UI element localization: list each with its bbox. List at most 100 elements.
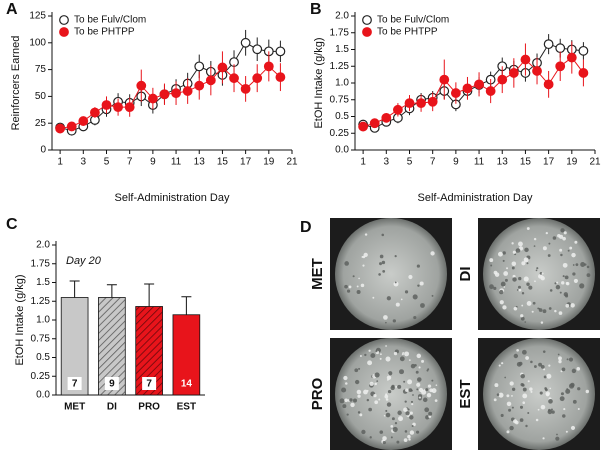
data-point: [485, 86, 496, 96]
y-tick-label: 0.25: [330, 128, 350, 139]
x-tick-label: 19: [566, 157, 578, 168]
data-point: [566, 52, 577, 63]
y-tick-label: 0.75: [31, 333, 51, 344]
n-label-box: [142, 377, 157, 390]
y-axis-label: EtOH Intake (g/kg): [313, 37, 325, 128]
y-tick-label: 25: [35, 118, 47, 129]
x-tick-label: 3: [384, 157, 390, 168]
data-point: [182, 86, 193, 96]
data-point: [217, 62, 228, 73]
data-point: [229, 73, 239, 84]
y-axis-label: Reinforcers Earned: [10, 36, 22, 131]
y-tick-label: 0.5: [36, 352, 50, 363]
x-tick-label: EST: [177, 402, 196, 413]
data-point: [205, 75, 216, 86]
data-point: [404, 98, 415, 108]
x-tick-label: 17: [543, 157, 555, 168]
x-tick-label: 5: [104, 157, 110, 168]
legend-label: To be Fulv/Clom: [74, 15, 146, 26]
y-tick-label: 1.75: [31, 258, 51, 269]
data-point: [543, 39, 554, 50]
legend-label: To be Fulv/Clom: [377, 15, 449, 26]
n-label-box: [104, 377, 119, 390]
y-tick-label: 1.5: [335, 44, 349, 55]
legend-marker: [362, 27, 372, 37]
data-point: [462, 83, 473, 94]
data-point: [55, 123, 66, 134]
panel-label: C: [6, 216, 18, 233]
x-tick-label: MET: [64, 402, 85, 413]
n-label: 14: [181, 379, 193, 390]
data-point: [89, 107, 100, 118]
data-point: [555, 61, 566, 72]
data-point: [240, 37, 251, 48]
y-tick-label: 1.25: [330, 61, 350, 72]
data-point: [450, 88, 461, 98]
x-tick-label: 11: [171, 157, 182, 168]
x-tick-label: 7: [127, 157, 133, 168]
micrograph-well: [483, 338, 595, 450]
x-axis-label: Self-Administration Day: [418, 192, 533, 204]
x-tick-label: 11: [474, 157, 485, 168]
y-tick-label: 50: [35, 91, 47, 102]
data-point: [124, 102, 135, 113]
x-tick-label: 15: [217, 157, 229, 168]
y-tick-label: 125: [29, 11, 46, 22]
x-tick-label: 21: [589, 157, 601, 168]
data-point: [194, 80, 205, 91]
panel-label: B: [310, 1, 322, 18]
n-label: 9: [109, 379, 115, 390]
data-point: [101, 100, 112, 110]
data-point: [252, 44, 263, 55]
data-point: [113, 102, 123, 113]
n-label: 7: [72, 379, 78, 390]
micrograph-label: DI: [457, 267, 474, 282]
data-point: [194, 61, 205, 72]
x-tick-label: 13: [497, 157, 509, 168]
x-tick-label: PRO: [138, 402, 160, 413]
data-point: [159, 89, 170, 100]
data-point: [78, 116, 89, 126]
x-tick-label: 17: [240, 157, 252, 168]
x-tick-label: 13: [194, 157, 206, 168]
y-tick-label: 1.0: [36, 315, 50, 326]
y-tick-label: 75: [35, 64, 47, 75]
y-tick-label: 2.0: [36, 240, 50, 251]
micrograph-label: MET: [309, 258, 326, 290]
micrograph-label: PRO: [309, 377, 326, 410]
y-tick-label: 0.0: [36, 390, 50, 401]
x-tick-label: 19: [263, 157, 275, 168]
micrograph-well: [335, 218, 447, 330]
legend-label: To be PHTPP: [377, 27, 438, 38]
data-point: [240, 83, 251, 94]
data-point: [508, 68, 519, 78]
legend-marker: [59, 27, 69, 37]
data-point: [275, 46, 286, 57]
data-point: [578, 68, 589, 78]
data-point: [416, 98, 426, 108]
bar: [135, 306, 163, 396]
micrograph-label: EST: [457, 379, 474, 408]
y-tick-label: 1.25: [31, 296, 51, 307]
bar: [172, 314, 201, 396]
y-tick-label: 0.75: [330, 94, 350, 105]
y-tick-label: 1.0: [335, 78, 349, 89]
data-point: [474, 79, 484, 90]
data-point: [520, 54, 531, 65]
n-label: 7: [146, 379, 152, 390]
data-point: [427, 96, 438, 107]
data-point: [543, 79, 554, 90]
panel-label: A: [6, 1, 18, 18]
y-tick-label: 0.0: [335, 145, 349, 156]
y-tick-label: 100: [29, 37, 46, 48]
data-point: [578, 45, 589, 56]
y-tick-label: 0: [40, 145, 46, 156]
data-point: [252, 73, 263, 84]
data-point: [369, 118, 380, 129]
x-tick-label: 5: [407, 157, 413, 168]
data-point: [532, 66, 542, 76]
x-tick-label: 9: [453, 157, 459, 168]
x-tick-label: 21: [286, 157, 298, 168]
panel-label: D: [300, 219, 312, 236]
